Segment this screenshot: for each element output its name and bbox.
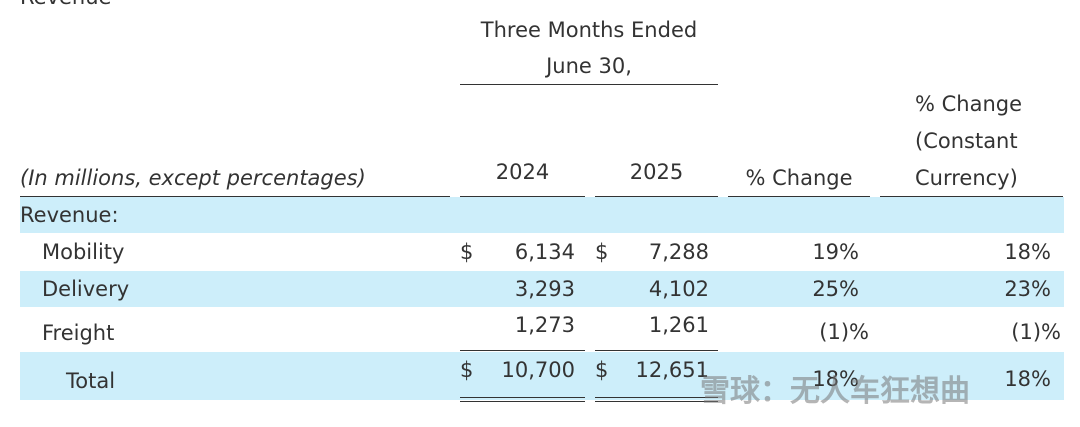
rule	[460, 84, 718, 85]
currency: $	[595, 240, 609, 264]
group-label: Revenue:	[20, 203, 119, 227]
rule	[595, 196, 718, 197]
cell: 6,134	[514, 240, 575, 264]
rule	[595, 397, 718, 398]
row-label: Delivery	[42, 277, 130, 301]
row-label: Mobility	[42, 240, 125, 264]
year: 2025	[629, 160, 684, 184]
rule	[460, 397, 585, 398]
watermark: 雪球：无人车狂想曲	[700, 374, 970, 409]
row-band	[20, 197, 1064, 233]
cell: 7,288	[648, 240, 709, 264]
year: 2024	[495, 160, 550, 184]
row-label: Total	[66, 369, 116, 393]
cell: 1,261	[648, 313, 709, 337]
cell: 23%	[1004, 277, 1051, 301]
cell: 18%	[1004, 240, 1051, 264]
cell: (1)%	[1011, 320, 1061, 344]
cell: 18%	[1004, 367, 1051, 391]
rule	[880, 196, 1063, 197]
cell: 1,273	[514, 313, 575, 337]
cell: 19%	[812, 240, 859, 264]
cell: 12,651	[635, 358, 709, 382]
column-header: (Constant	[915, 129, 1018, 153]
cell: 10,700	[501, 358, 575, 382]
column-header: Currency)	[915, 166, 1018, 190]
cell: 25%	[812, 277, 859, 301]
section-title: Revenue	[20, 0, 111, 10]
rule	[20, 196, 450, 197]
rule	[595, 401, 718, 402]
cell: 18%	[812, 367, 859, 391]
column-header: % Change	[745, 166, 853, 190]
rule	[460, 350, 585, 351]
rule	[595, 350, 718, 351]
column-header: % Change	[915, 92, 1023, 116]
currency: $	[595, 358, 609, 382]
row-band	[20, 352, 1064, 400]
cell: 3,293	[514, 277, 575, 301]
rule	[728, 196, 870, 197]
rule	[460, 196, 585, 197]
row-label: Freight	[42, 321, 115, 345]
cell: 4,102	[648, 277, 709, 301]
currency: $	[460, 240, 474, 264]
period-date: June 30,	[546, 54, 632, 78]
row-band	[20, 271, 1064, 307]
cell: (1)%	[819, 320, 869, 344]
currency: $	[460, 358, 474, 382]
period: Three Months Ended	[480, 18, 698, 42]
caption: (In millions, except percentages)	[20, 166, 366, 190]
rule	[460, 401, 585, 402]
